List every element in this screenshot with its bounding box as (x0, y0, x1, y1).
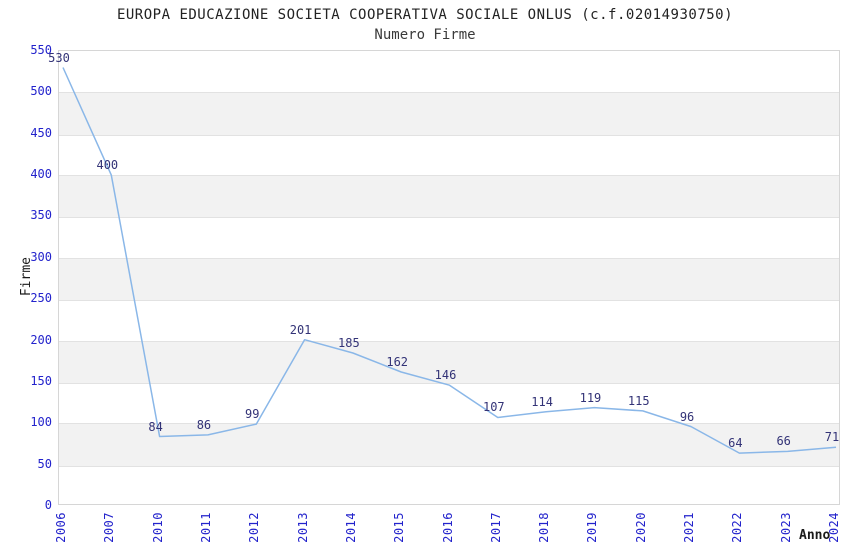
data-point-label: 185 (338, 335, 360, 350)
y-tick-label: 100 (30, 415, 52, 430)
x-tick-label: 2016 (440, 512, 455, 543)
x-tick-label: 2012 (247, 512, 262, 543)
y-tick-label: 250 (30, 291, 52, 306)
x-tick-label: 2010 (150, 512, 165, 543)
x-tick-label: 2006 (54, 512, 68, 543)
plot-band (59, 423, 839, 467)
chart-title: EUROPA EDUCAZIONE SOCIETA COOPERATIVA SO… (116, 7, 734, 23)
data-point-label: 400 (96, 158, 119, 173)
x-tick-label: 2014 (343, 512, 358, 543)
data-point-label: 107 (482, 400, 505, 415)
y-tick-label: 450 (30, 125, 52, 140)
data-point-label: 530 (48, 50, 70, 65)
x-tick-label: 2024 (827, 512, 841, 543)
y-tick-label: 50 (37, 456, 52, 471)
plot-band (59, 340, 839, 384)
data-point-label: 146 (434, 368, 457, 383)
data-point-label: 96 (679, 409, 695, 424)
plot-band (59, 92, 839, 136)
x-tick-label: 2013 (295, 512, 310, 543)
plot-area: 530 400 84 86 99 201 185 162 146 107 114 119 115 96 64… (48, 50, 840, 505)
data-point-label: 114 (531, 394, 553, 409)
data-point-label: 162 (386, 354, 409, 369)
y-tick-label: 150 (30, 373, 52, 388)
data-point-label: 71 (824, 430, 840, 445)
data-point-label: 119 (579, 390, 602, 405)
x-tick-label: 2007 (102, 512, 117, 543)
y-tick-label: 350 (30, 208, 52, 223)
x-tick-label: 2020 (633, 512, 648, 543)
data-point-label: 99 (245, 407, 260, 422)
x-tick-label: 2023 (778, 512, 793, 543)
data-point-label: 64 (728, 436, 743, 451)
x-tick-label: 2017 (488, 512, 503, 543)
y-tick-label: 500 (30, 84, 52, 99)
series-polyline (62, 67, 837, 454)
x-tick-label: 2019 (585, 512, 600, 543)
y-tick-label: 200 (30, 332, 52, 347)
chart-subtitle: Numero Firme (374, 27, 476, 43)
y-tick-label: 300 (30, 249, 52, 264)
y-tick-label: 400 (30, 167, 52, 182)
x-tick-label: 2015 (392, 512, 407, 543)
plot-band (59, 257, 839, 302)
x-tick-label: 2021 (682, 512, 697, 543)
data-point-label: 201 (289, 322, 312, 337)
plot-band (59, 175, 839, 219)
x-axis-title: Anno (799, 528, 831, 543)
x-tick-label: 2011 (198, 512, 213, 543)
x-tick-label: 2022 (730, 512, 745, 543)
x-tick-label: 2018 (537, 512, 552, 543)
data-point-label: 115 (627, 393, 650, 408)
line-series (62, 67, 837, 454)
y-tick-label: 0 (44, 498, 52, 512)
y-tick-label: 550 (30, 43, 52, 57)
data-point-label: 86 (196, 417, 212, 432)
data-point-label: 66 (776, 434, 791, 449)
data-point-label: 84 (148, 419, 163, 434)
